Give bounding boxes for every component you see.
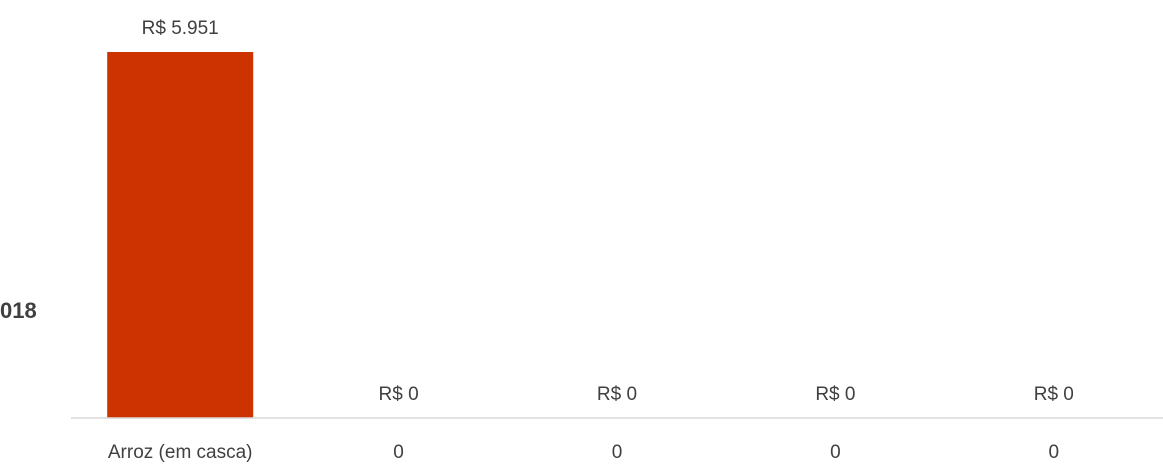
data-label-1: R$ 0 — [379, 384, 419, 405]
data-label-0: R$ 5.951 — [142, 18, 219, 39]
category-label-0: Arroz (em casca) — [108, 442, 253, 463]
data-label-4: R$ 0 — [1034, 384, 1074, 405]
category-label-2: 0 — [612, 442, 623, 463]
data-labels-group: R$ 5.951 R$ 0 R$ 0 R$ 0 R$ 0 — [142, 18, 1074, 405]
category-label-4: 0 — [1049, 442, 1060, 463]
data-label-2: R$ 0 — [597, 384, 637, 405]
category-label-3: 0 — [830, 442, 841, 463]
bar-0 — [107, 52, 254, 418]
category-label-1: 0 — [393, 442, 404, 463]
side-label: 018 — [0, 298, 37, 323]
category-labels-group: Arroz (em casca) 0 0 0 0 — [108, 442, 1059, 463]
data-label-3: R$ 0 — [815, 384, 855, 405]
bars-group — [107, 52, 254, 418]
